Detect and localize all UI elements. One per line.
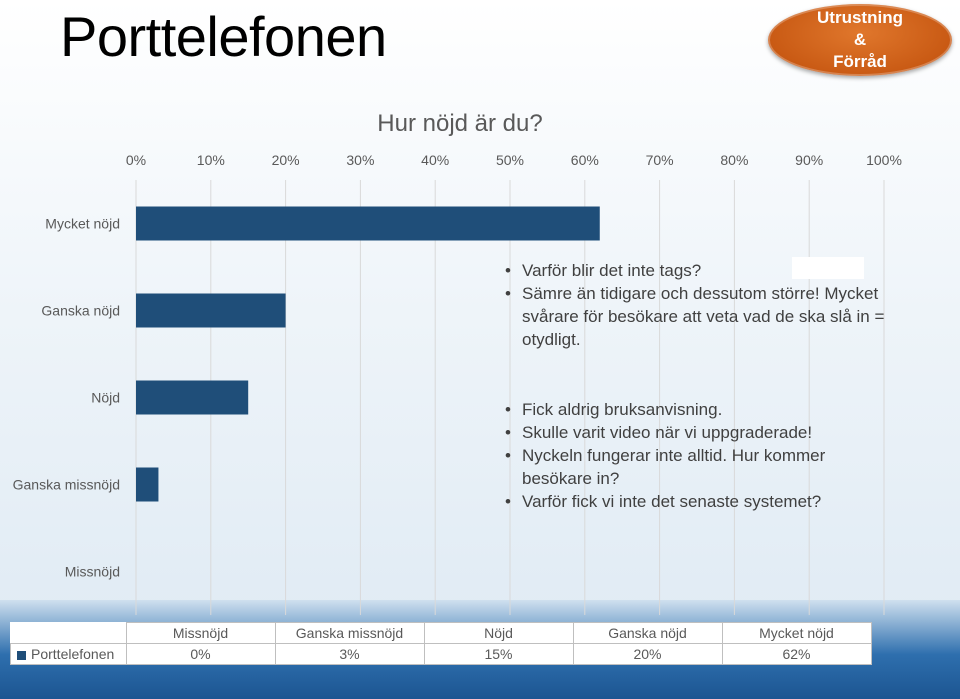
data-table-cell: 62% [721,643,872,665]
comment-list-2: Fick aldrig bruksanvisning. Skulle varit… [505,398,882,513]
data-table-cell: 15% [423,643,574,665]
badge-line-1: Utrustning [817,8,903,27]
comment-item: Nyckeln fungerar inte alltid. Hur kommer… [505,444,882,490]
chart-title: Hur nöjd är du? [377,110,543,137]
comment-item: Fick aldrig bruksanvisning. [505,398,882,421]
x-tick-label: 100% [866,152,902,168]
x-tick-label: 50% [496,152,524,168]
data-table-row: Porttelefonen 0% 3% 15% 20% 62% [10,643,872,665]
x-tick-label: 30% [346,152,374,168]
data-table-header: Missnöjd [125,622,276,644]
data-table-row-label: Porttelefonen [10,643,127,665]
data-table-cell: 20% [572,643,723,665]
bar [136,293,286,328]
bars [136,206,600,502]
comment-item: Varför fick vi inte det senaste systemet… [505,490,882,513]
chart-data-table: Missnöjd Ganska missnöjd Nöjd Ganska nöj… [10,622,872,665]
bar [136,206,600,241]
comment-list-1: Varför blir det inte tags? Sämre än tidi… [505,259,932,351]
data-table-header: Ganska missnöjd [274,622,425,644]
category-label: Nöjd [91,390,120,406]
data-table-cell: 0% [125,643,276,665]
x-tick-label: 0% [126,152,146,168]
comment-item: Skulle varit video när vi uppgraderade! [505,421,882,444]
legend-key [17,650,26,660]
data-table-cell: 3% [274,643,425,665]
series-name: Porttelefonen [31,646,115,662]
data-table-header: Ganska nöjd [572,622,723,644]
comment-item: Varför blir det inte tags? [505,259,932,282]
category-label: Ganska nöjd [41,303,120,319]
bar [136,380,249,415]
x-tick-label: 70% [646,152,674,168]
x-tick-label: 80% [720,152,748,168]
category-badge[interactable]: Utrustning & Förråd [768,4,952,76]
x-axis-ticks: 0% 10% 20% 30% 40% 50% 60% 70% 80% 90% 100% [126,152,902,168]
data-table-header: Nöjd [423,622,574,644]
data-table-header-row: Missnöjd Ganska missnöjd Nöjd Ganska nöj… [10,622,872,644]
slide-title: Porttelefonen [60,5,387,68]
data-table-corner [10,622,127,644]
x-tick-label: 90% [795,152,823,168]
badge-line-2: & [853,30,867,49]
x-tick-label: 60% [571,152,599,168]
category-label: Mycket nöjd [45,216,120,232]
badge-line-3: Förråd [833,52,887,71]
category-label: Missnöjd [65,564,120,580]
x-tick-label: 20% [272,152,300,168]
x-tick-label: 40% [421,152,449,168]
data-table-header: Mycket nöjd [721,622,872,644]
category-label: Ganska missnöjd [13,477,120,493]
comment-item: Sämre än tidigare och dessutom större! M… [505,282,932,351]
bar [136,467,159,502]
x-tick-label: 10% [197,152,225,168]
category-labels: Mycket nöjd Ganska nöjd Nöjd Ganska missnöj… [13,216,120,580]
